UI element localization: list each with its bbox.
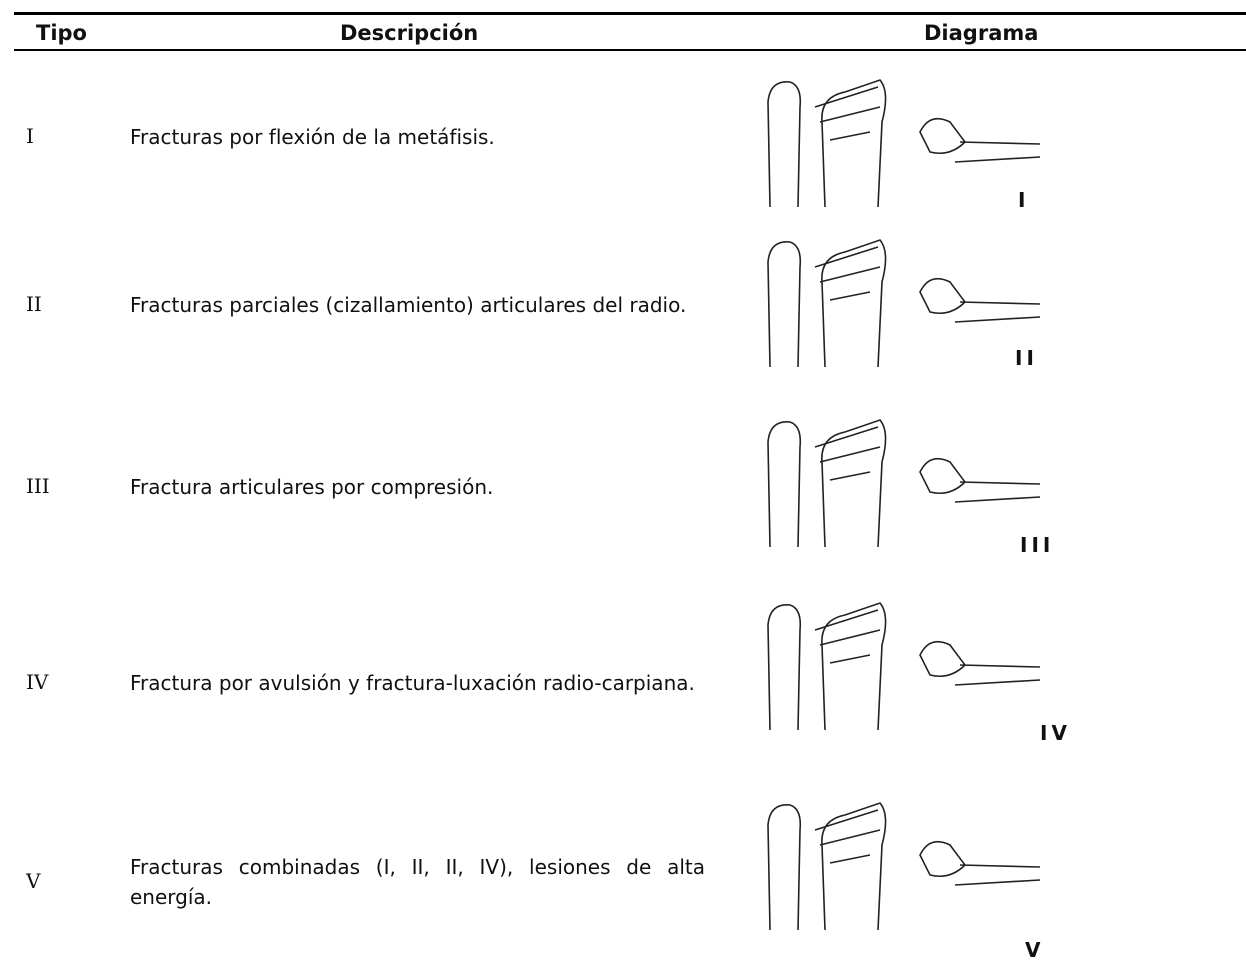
tipo-cell: V [26,869,41,893]
header-cell: Tipo [36,21,87,45]
diagram-label: IV [1040,721,1071,745]
header-rule [14,49,1246,51]
tipo-cell: I [26,124,34,148]
header-cell: Descripción [340,21,479,45]
diagram-label: I [1018,188,1030,212]
description-cell: Fracturas parciales (cizallamiento) arti… [130,293,687,317]
description-cell: Fractura por avulsión y fractura-luxació… [130,671,695,695]
diagram-sketch [767,602,1041,731]
diagram-sketch [767,79,1041,208]
tipo-cell: IV [26,670,49,694]
diagram-sketch [767,239,1041,368]
description-cell: Fracturas por flexión de la metáfisis. [130,125,495,149]
description-cell: Fractura articulares por compresión. [130,475,494,499]
diagram-label: III [1020,533,1055,557]
tipo-cell: III [26,474,50,498]
tipo-cell: II [26,292,42,316]
diagram-label: II [1015,346,1038,370]
header-cell: Diagrama [924,21,1039,45]
top-rule [14,12,1246,15]
diagram-sketch [767,802,1041,931]
diagram-label: V [1025,938,1045,962]
diagram-sketch [767,419,1041,548]
description-cell: Fracturas combinadas (I, II, II, IV), le… [130,855,705,909]
